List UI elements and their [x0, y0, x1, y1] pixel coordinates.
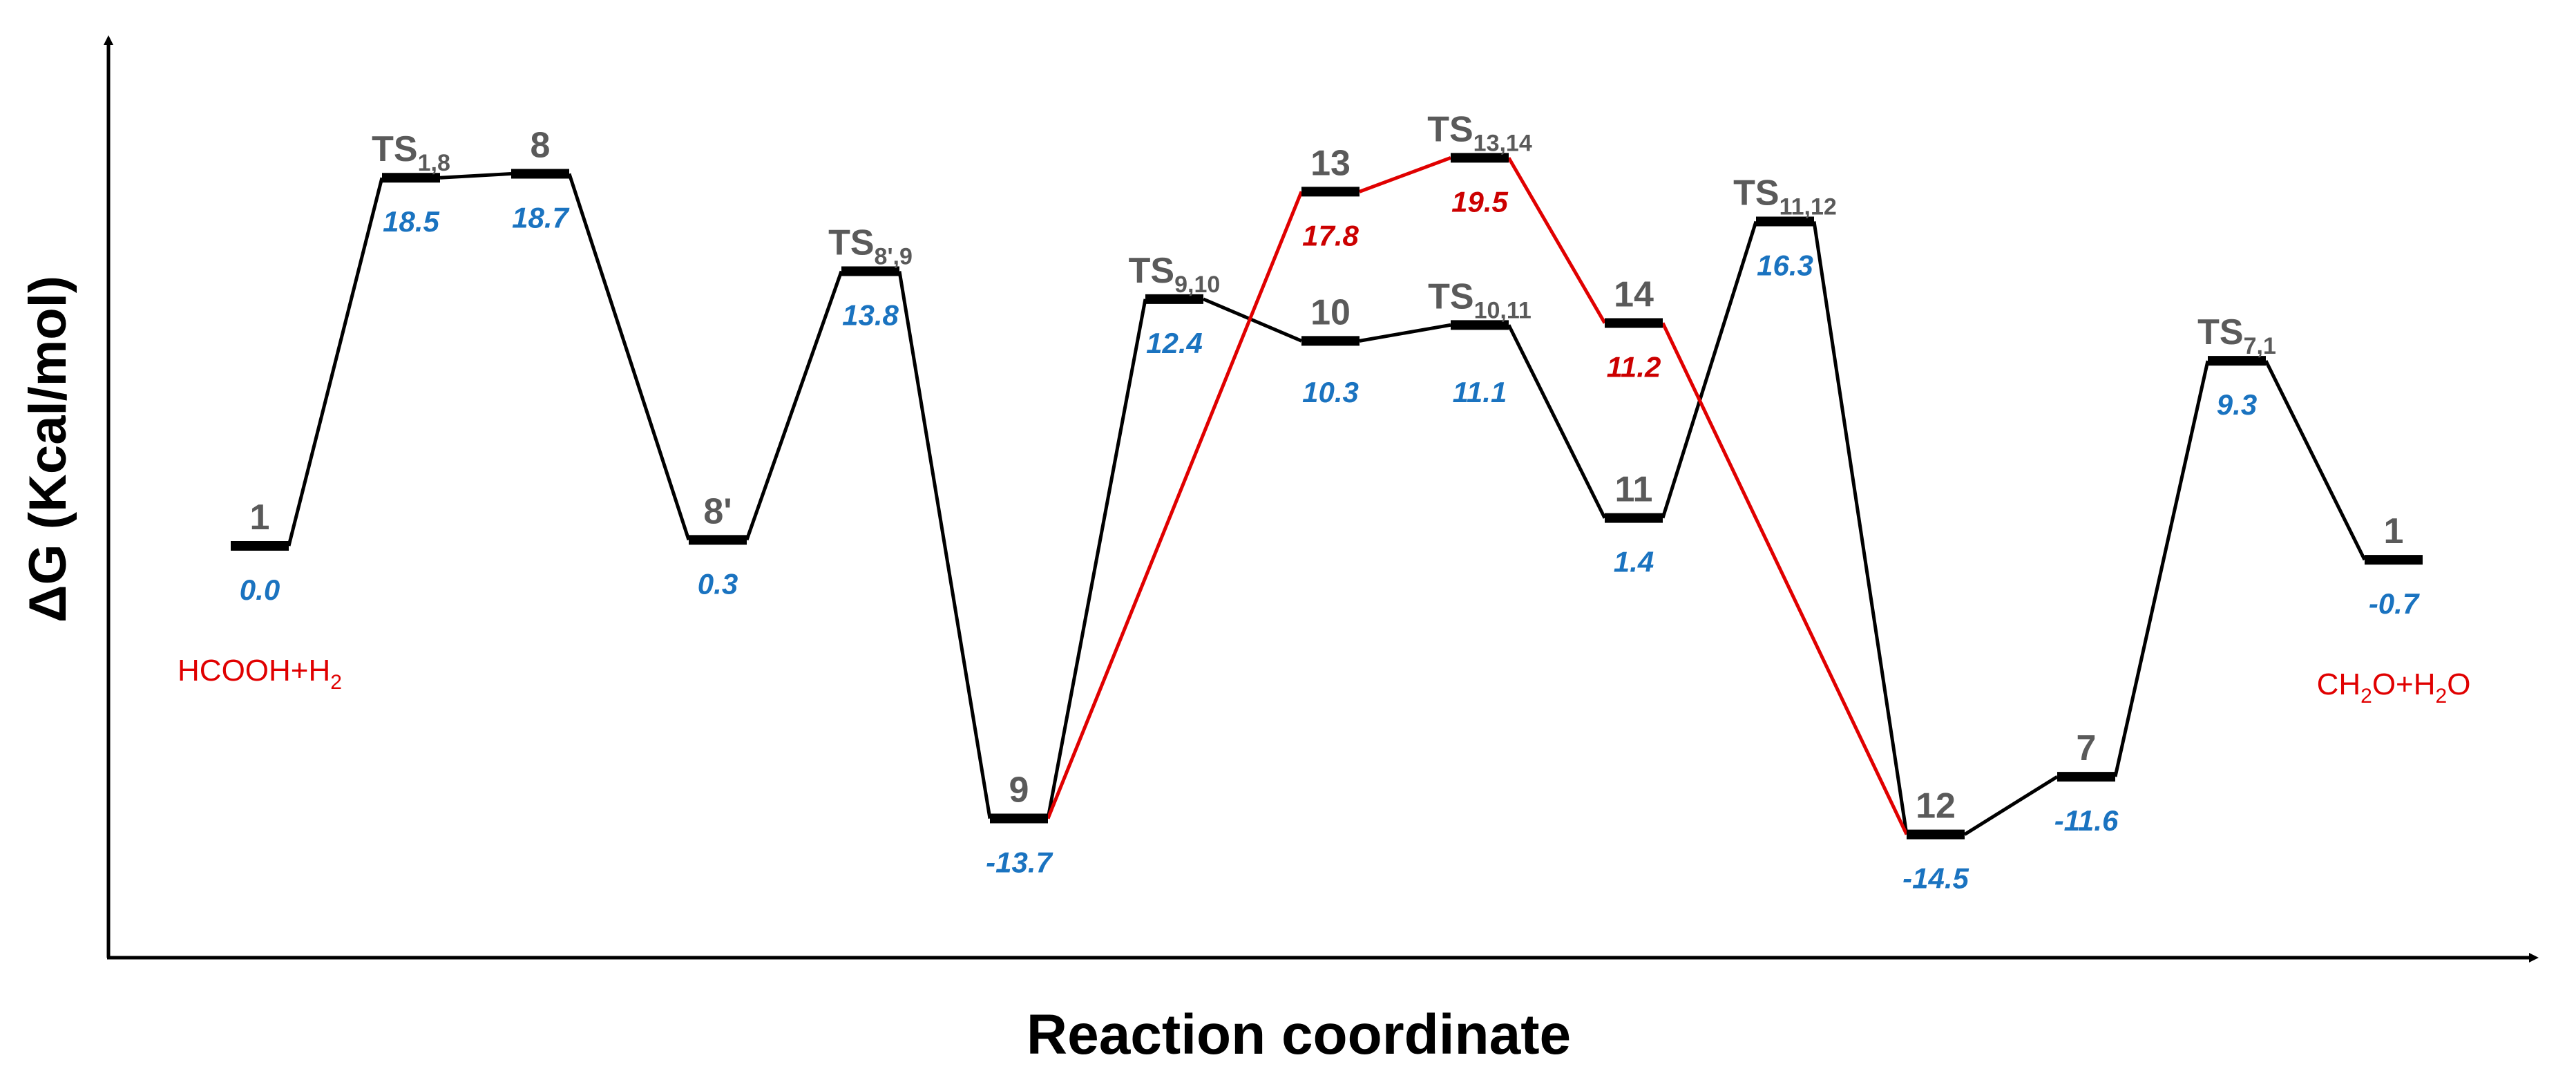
main-path-segment — [897, 271, 992, 819]
state-label-s8: 8 — [531, 125, 551, 165]
energy-value-ts1011: 11.1 — [1453, 376, 1507, 408]
main-path-segment — [439, 171, 512, 180]
alt-path-segment — [1507, 157, 1607, 324]
energy-value-s12: -14.5 — [1902, 862, 1969, 895]
energy-value-ts1112: 16.3 — [1757, 249, 1813, 282]
species-annotations: HCOOH+H2 CH2O+H2O — [178, 654, 2470, 708]
energy-value-s9: -13.7 — [986, 846, 1053, 879]
main-path-segment — [2264, 360, 2367, 561]
state-label-ts71: TS7,1 — [2197, 312, 2276, 359]
energy-value-s8p: 0.3 — [698, 567, 738, 600]
energy-value-ts8p9: 13.8 — [842, 299, 899, 332]
state-labels: 1 0.0 TS1,8 18.5 8 18.7 8' 0.3 TS8',9 13.8 9 -13.7 T… — [240, 109, 2420, 894]
x-axis-title: Reaction coordinate — [1027, 1003, 1571, 1066]
energy-value-ts71: 9.3 — [2217, 388, 2257, 421]
main-path-segment — [2113, 360, 2210, 777]
energy-value-s13: 17.8 — [1302, 219, 1359, 252]
state-label-s1: 1 — [250, 497, 270, 538]
state-label-s11: 11 — [1615, 470, 1653, 510]
main-path-segment — [1203, 297, 1302, 343]
main-path-segment — [287, 177, 384, 547]
state-label-s1end: 1 — [2384, 511, 2404, 551]
main-path-segment — [1963, 775, 2059, 836]
axes — [104, 35, 2539, 963]
state-label-s13: 13 — [1310, 143, 1351, 183]
energy-value-s14: 11.2 — [1607, 350, 1661, 383]
alt-path-segment — [1661, 322, 1909, 835]
state-label-ts1011: TS10,11 — [1428, 276, 1532, 323]
energy-value-s8: 18.7 — [512, 201, 569, 234]
state-label-ts1112: TS11,12 — [1733, 173, 1837, 220]
main-path-segment — [1661, 220, 1758, 519]
main-path-segment — [1507, 324, 1607, 519]
energy-value-ts18: 18.5 — [383, 205, 439, 238]
main-path-segment — [1812, 221, 1909, 835]
state-label-ts910: TS9,10 — [1129, 251, 1221, 298]
energy-value-s10: 10.3 — [1302, 376, 1359, 408]
state-label-s14: 14 — [1614, 274, 1654, 314]
species-products: CH2O+H2O — [2317, 667, 2471, 708]
state-label-s10: 10 — [1310, 292, 1351, 332]
state-label-ts1314: TS13,14 — [1427, 109, 1532, 156]
energy-value-s7: -11.6 — [2054, 804, 2119, 837]
energy-value-ts910: 12.4 — [1146, 327, 1203, 359]
main-path-segment — [1046, 298, 1147, 819]
state-label-ts18: TS1,8 — [372, 129, 450, 176]
y-axis-title: ΔG (Kcal/mol) — [19, 276, 77, 623]
state-label-s9: 9 — [1009, 770, 1029, 811]
alt-path-segment — [1359, 156, 1451, 193]
state-label-s8p: 8' — [703, 491, 732, 531]
alt-path-segment — [1046, 191, 1304, 819]
state-label-ts8p9: TS8',9 — [828, 223, 913, 270]
species-reactants: HCOOH+H2 — [178, 654, 342, 694]
energy-levels — [231, 153, 2423, 840]
main-path-segment — [567, 173, 691, 541]
main-path-segment — [1359, 323, 1451, 343]
energy-value-s1: 0.0 — [240, 574, 280, 606]
main-path-segment — [745, 270, 843, 541]
state-label-s7: 7 — [2077, 728, 2097, 768]
connectors — [287, 156, 2367, 836]
energy-value-s11: 1.4 — [1614, 546, 1654, 578]
energy-value-s1end: -0.7 — [2369, 587, 2420, 620]
state-label-s12: 12 — [1916, 786, 1956, 826]
energy-value-ts1314: 19.5 — [1451, 185, 1508, 218]
